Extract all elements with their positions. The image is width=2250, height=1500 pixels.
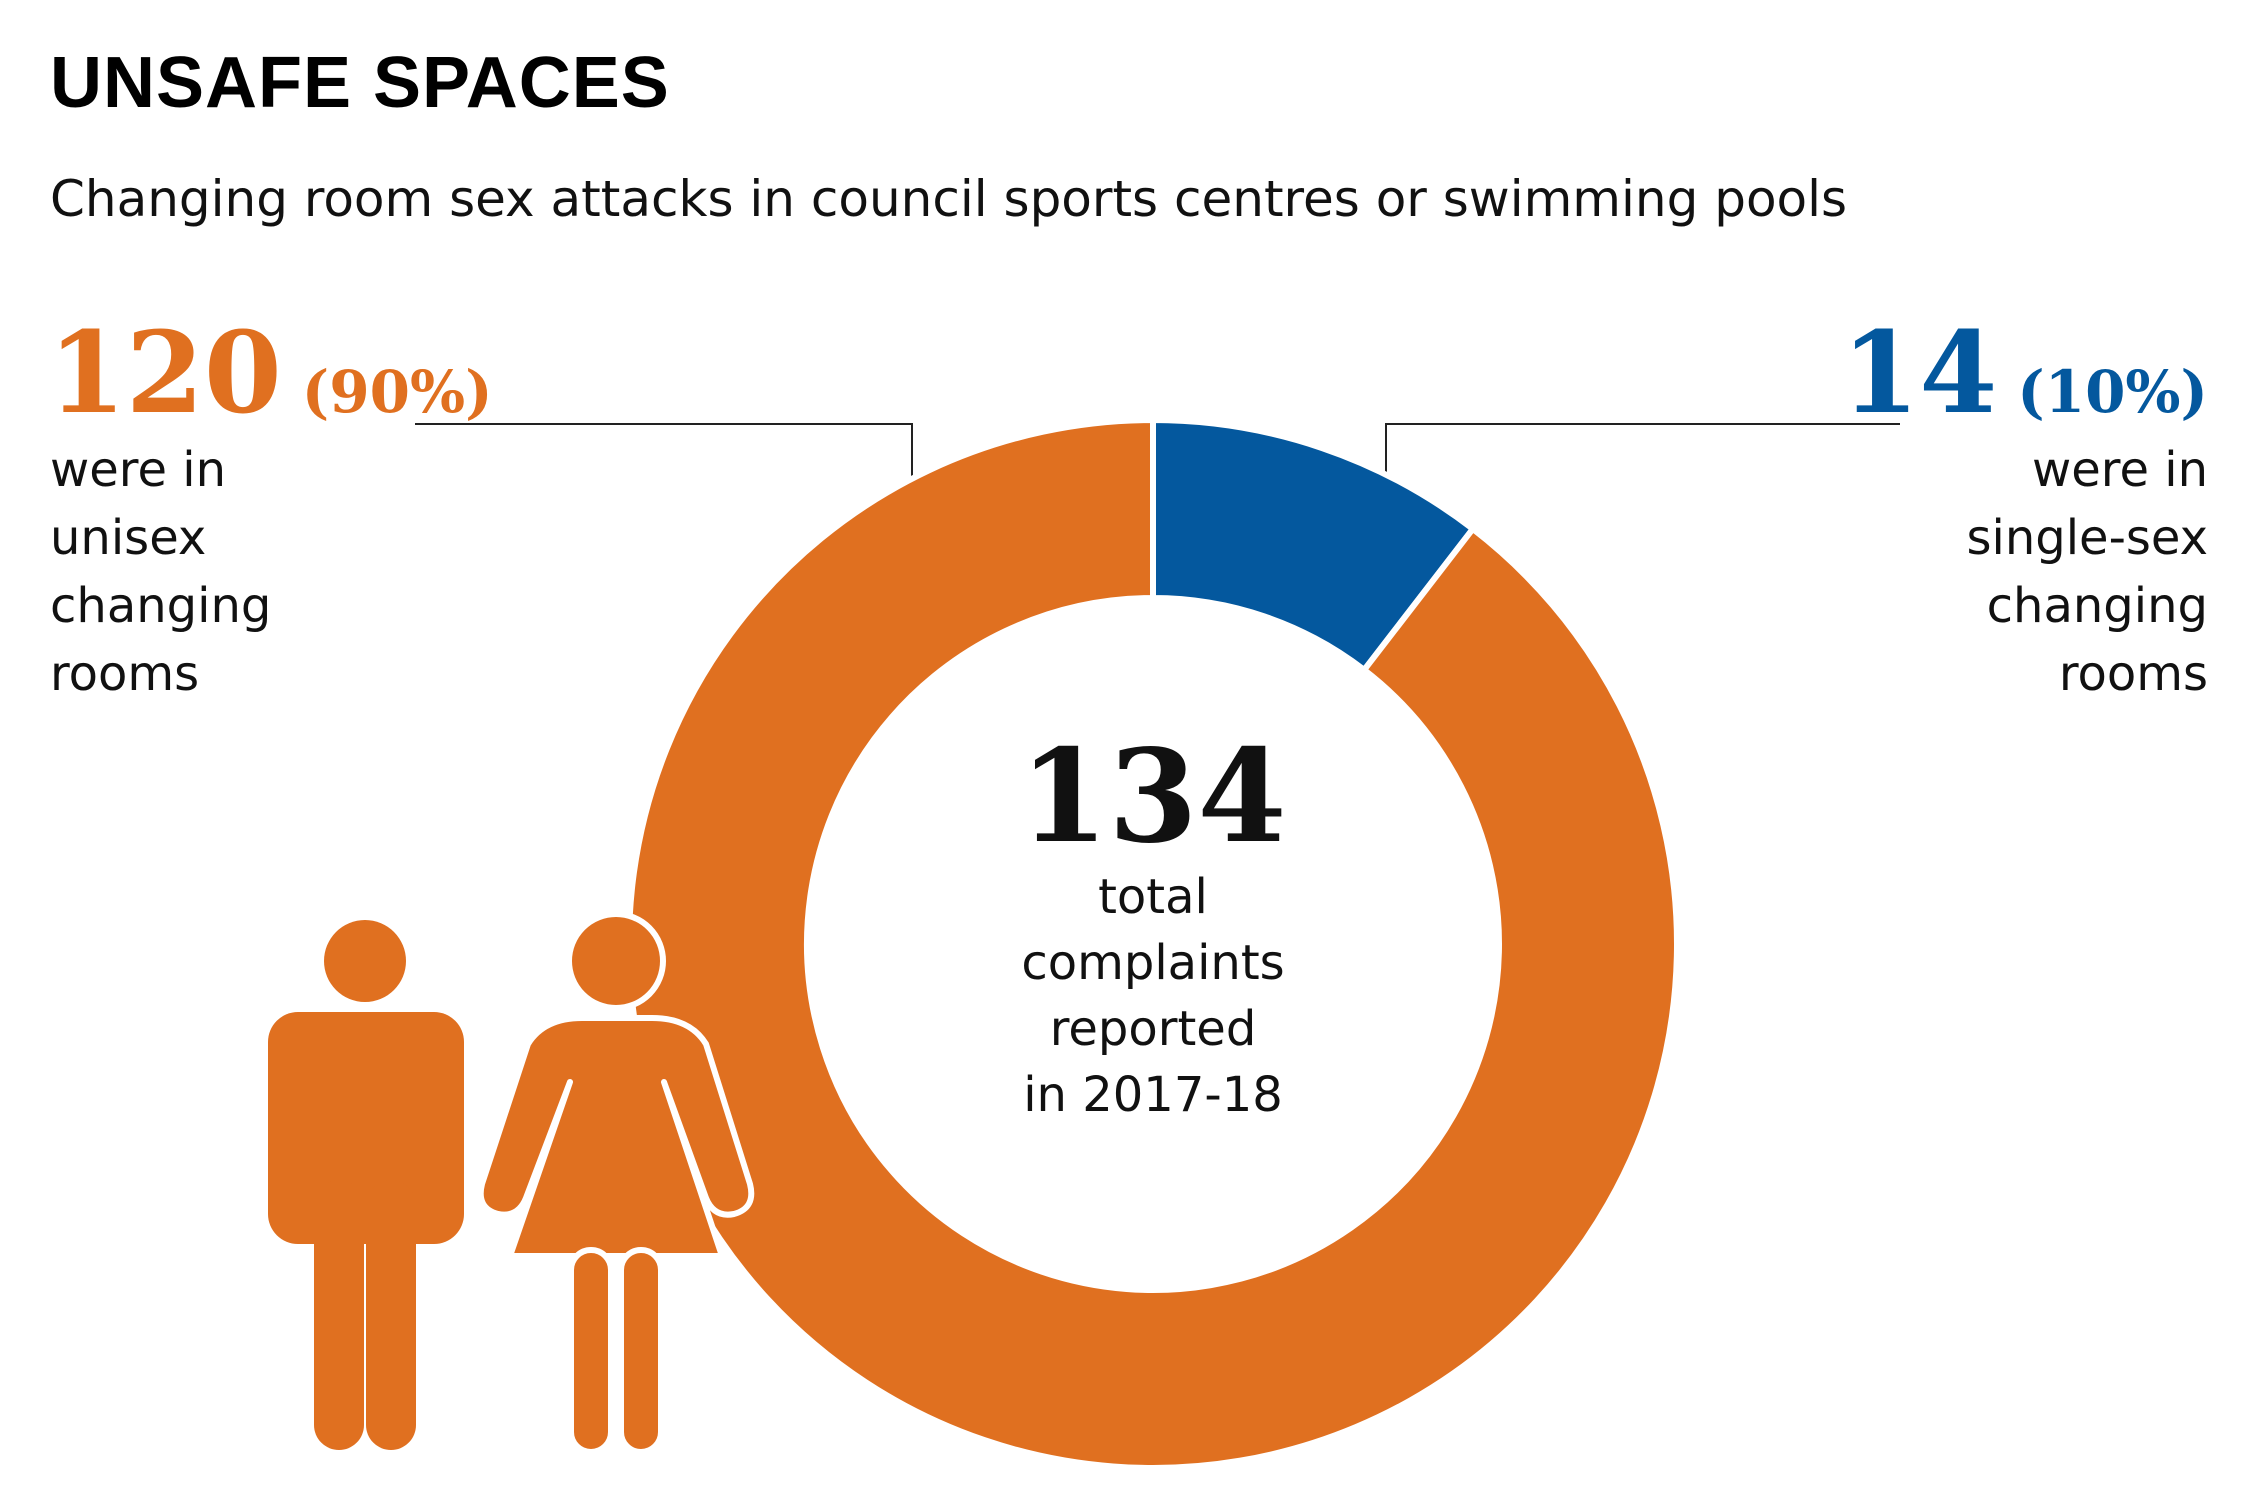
leader-line-single-sex <box>1385 423 1900 480</box>
unisex-desc-line: changing <box>50 578 272 634</box>
donut-center-label: 134 total complaints reported in 2017-18 <box>1019 730 1286 1128</box>
total-complaints-label: total complaints reported in 2017-18 <box>1019 864 1286 1128</box>
chart-title: UNSAFE SPACES <box>50 43 670 123</box>
unisex-stat: 120 (90%) <box>48 318 493 430</box>
single-sex-percent: (10%) <box>2017 358 2208 426</box>
unisex-desc-line: were in <box>50 442 227 498</box>
single-sex-description: were in single-sex changing rooms <box>1966 436 2208 708</box>
single-sex-desc-line: rooms <box>2058 646 2208 702</box>
single-sex-stat: 14 (10%) <box>1841 318 2208 430</box>
man-icon <box>268 920 464 1450</box>
unisex-description: were in unisex changing rooms <box>50 436 271 708</box>
single-sex-count: 14 <box>1841 308 1998 439</box>
total-label-line: complaints <box>1021 935 1285 992</box>
unisex-desc-line: rooms <box>50 646 200 702</box>
leader-line-unisex <box>415 423 913 480</box>
donut-slice-unisex <box>626 416 1680 1471</box>
woman-icon <box>477 911 755 1455</box>
total-label-line: in 2017-18 <box>1023 1067 1283 1124</box>
chart-subtitle: Changing room sex attacks in council spo… <box>50 170 1848 228</box>
unisex-count: 120 <box>48 308 282 439</box>
single-sex-desc-line: single-sex <box>1966 510 2208 566</box>
total-label-line: reported <box>1049 1001 1257 1058</box>
total-label-line: total <box>1098 869 1208 926</box>
unisex-desc-line: unisex <box>50 510 207 566</box>
unisex-percent: (90%) <box>301 358 493 426</box>
total-complaints-value: 134 <box>1019 722 1287 872</box>
single-sex-desc-line: were in <box>2031 442 2208 498</box>
single-sex-desc-line: changing <box>1986 578 2208 634</box>
